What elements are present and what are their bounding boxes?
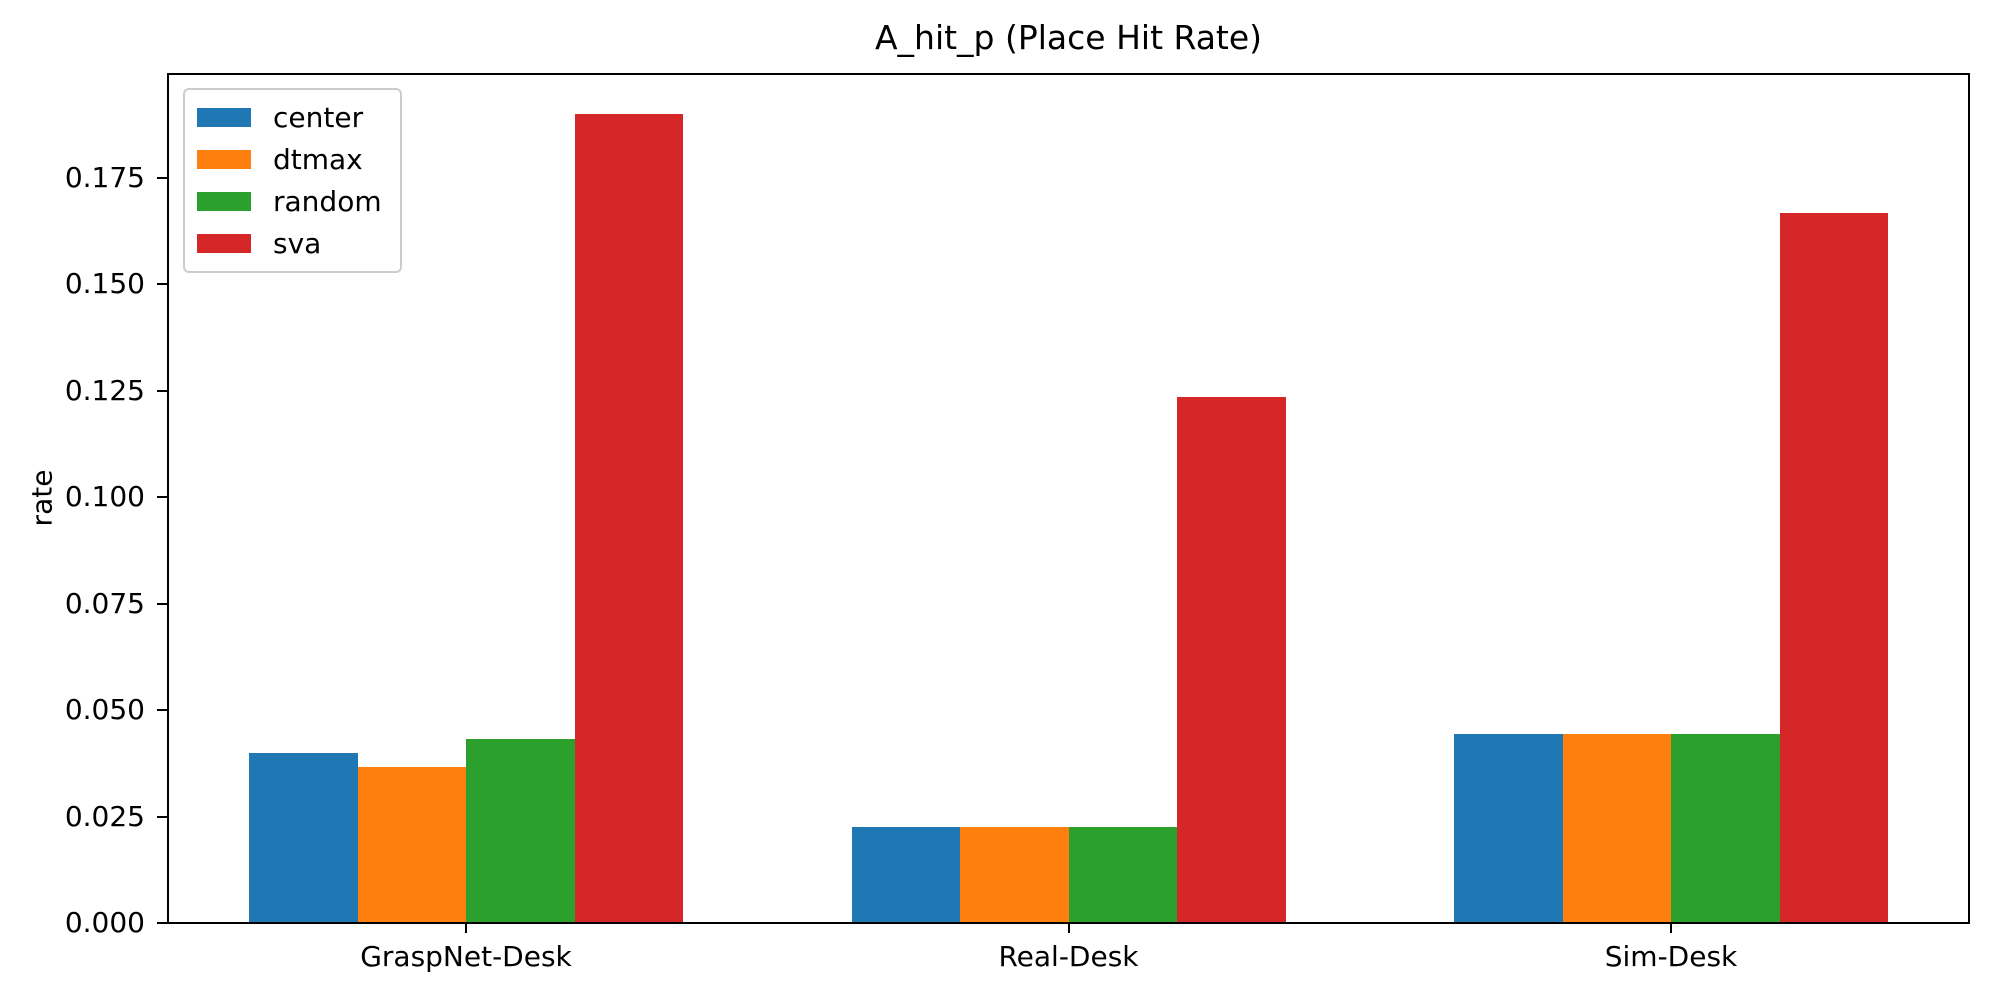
bar-center-graspnet-desk [249, 752, 358, 923]
legend-item-random: random [197, 185, 382, 218]
legend-label-random: random [273, 185, 382, 218]
chart-title: A_hit_p (Place Hit Rate) [874, 18, 1263, 57]
x-tick-mark-real-desk [1067, 923, 1070, 933]
bars-layer [168, 74, 1969, 923]
legend-swatch-random [197, 192, 251, 211]
x-tick-mark-sim-desk [1670, 923, 1672, 933]
bar-random-graspnet-desk [466, 738, 575, 923]
y-tick-mark-0.175 [157, 176, 168, 179]
y-tick-mark-0.100 [157, 496, 168, 499]
bar-random-real-desk [1068, 827, 1177, 923]
y-tick-label-0.075: 0.075 [64, 586, 145, 620]
bar-center-sim-desk [1454, 733, 1563, 923]
legend-item-center: center [197, 101, 382, 134]
legend-item-dtmax: dtmax [197, 143, 382, 176]
legend-item-sva: sva [197, 227, 382, 260]
legend-label-dtmax: dtmax [273, 143, 363, 176]
y-tick-mark-0.150 [157, 283, 168, 286]
y-tick-mark-0.025 [157, 815, 168, 818]
legend-label-sva: sva [273, 227, 322, 260]
x-tick-mark-graspnet-desk [465, 923, 467, 933]
y-tick-mark-0.050 [157, 709, 168, 712]
bar-sva-graspnet-desk [574, 114, 683, 923]
bar-dtmax-real-desk [960, 827, 1069, 923]
y-tick-mark-0.000 [157, 922, 168, 924]
bar-sva-real-desk [1177, 396, 1286, 923]
x-tick-label-sim-desk: Sim-Desk [1604, 940, 1738, 973]
y-tick-label-0.025: 0.025 [64, 799, 145, 833]
y-tick-label-0.125: 0.125 [64, 373, 145, 407]
legend-swatch-dtmax [197, 150, 251, 169]
bar-center-real-desk [851, 827, 960, 923]
y-tick-mark-0.075 [157, 602, 168, 605]
y-tick-label-0.175: 0.175 [64, 160, 145, 194]
legend-label-center: center [273, 101, 364, 134]
legend: center dtmax random sva [183, 88, 402, 273]
bar-sva-sim-desk [1779, 213, 1888, 923]
y-tick-label-0.150: 0.150 [64, 267, 145, 301]
bar-random-sim-desk [1671, 733, 1780, 923]
y-tick-mark-0.125 [157, 389, 168, 392]
x-tick-label-graspnet-desk: GraspNet-Desk [360, 940, 572, 973]
y-tick-label-0.050: 0.050 [64, 693, 145, 727]
bar-dtmax-sim-desk [1562, 733, 1671, 923]
y-tick-label-0.100: 0.100 [64, 480, 145, 514]
x-tick-label-real-desk: Real-Desk [998, 940, 1139, 973]
bar-dtmax-graspnet-desk [357, 766, 466, 923]
y-tick-label-0.000: 0.000 [64, 906, 145, 939]
legend-swatch-sva [197, 234, 251, 253]
legend-swatch-center [197, 108, 251, 127]
